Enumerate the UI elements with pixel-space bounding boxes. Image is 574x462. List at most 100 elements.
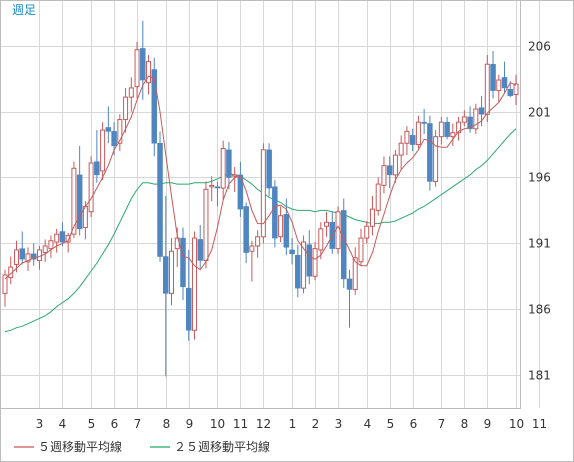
x-tick-label: 11 xyxy=(532,417,547,431)
candle-body xyxy=(346,278,353,290)
candle-down xyxy=(185,249,192,341)
candle-body xyxy=(341,210,347,280)
candle-body xyxy=(260,149,266,238)
legend-ma25-label: ２５週移動平均線 xyxy=(174,439,270,454)
candle-down xyxy=(226,141,232,190)
candle-body xyxy=(289,249,295,255)
candle-up xyxy=(312,242,318,281)
candle-up xyxy=(48,235,54,258)
candle-down xyxy=(501,61,508,94)
candle-down xyxy=(19,231,25,265)
candle-down xyxy=(386,156,393,189)
candle-body xyxy=(409,135,416,145)
candle-body xyxy=(369,208,375,227)
candle-body xyxy=(214,186,221,189)
candle-down xyxy=(157,131,163,262)
candle-up xyxy=(324,211,330,237)
x-tick-label: 12 xyxy=(256,417,271,431)
candle-body xyxy=(88,162,94,213)
candle-up xyxy=(438,116,444,145)
period-label: 週足 xyxy=(12,3,36,17)
candle-body xyxy=(19,248,25,260)
ma5-line xyxy=(4,75,517,280)
candle-down xyxy=(243,202,249,264)
candle-body xyxy=(25,253,31,263)
candle-up xyxy=(117,114,123,152)
candle-up xyxy=(513,74,519,106)
candle-up xyxy=(358,228,364,266)
candle-body xyxy=(123,96,129,121)
candle-body xyxy=(185,287,192,331)
candle-up xyxy=(461,110,467,127)
candle-up xyxy=(169,238,175,306)
y-tick-label: 186 xyxy=(528,303,551,317)
candle-body xyxy=(71,167,77,235)
legend: ５週移動平均線 ２５週移動平均線 xyxy=(14,439,270,454)
candle-body xyxy=(65,234,71,243)
x-tick-label: 8 xyxy=(163,417,171,431)
candle-up xyxy=(404,126,410,156)
ma25-series xyxy=(4,128,517,333)
candle-body xyxy=(272,186,278,239)
candle-body xyxy=(151,69,158,144)
candle-body xyxy=(180,237,186,288)
candle-down xyxy=(30,243,37,266)
candle-body xyxy=(484,63,490,115)
candle-body xyxy=(36,249,42,261)
candle-body xyxy=(352,257,358,290)
candle-body xyxy=(433,136,439,182)
y-tick-label: 196 xyxy=(528,171,551,185)
candle-body xyxy=(76,174,83,230)
x-tick-label: 4 xyxy=(59,417,67,431)
candle-body xyxy=(324,221,330,227)
candle-down xyxy=(289,238,295,265)
candle-down xyxy=(444,116,450,140)
candle-body xyxy=(157,143,163,257)
candle-up xyxy=(352,247,358,295)
x-tick-label: 5 xyxy=(88,417,96,431)
candle-body xyxy=(59,231,66,243)
candle-body xyxy=(513,83,519,96)
candle-body xyxy=(209,184,215,188)
candle-body xyxy=(358,237,364,263)
candle-body xyxy=(105,127,112,132)
candle-body xyxy=(243,206,249,253)
candle-body xyxy=(283,214,290,248)
candle-up xyxy=(146,55,152,95)
candle-body xyxy=(473,108,479,130)
candle-up xyxy=(220,140,226,200)
candle-body xyxy=(478,107,485,115)
candle-up xyxy=(203,181,209,269)
candle-down xyxy=(237,161,244,218)
x-tick-label: 2 xyxy=(312,417,320,431)
candle-body xyxy=(427,123,433,182)
candle-body xyxy=(197,239,203,261)
candle-down xyxy=(105,106,112,144)
candle-down xyxy=(283,198,290,256)
candle-body xyxy=(456,121,462,134)
candle-body xyxy=(496,79,502,92)
candle-down xyxy=(163,195,169,377)
candle-up xyxy=(456,116,462,141)
candle-body xyxy=(30,253,37,260)
candle-down xyxy=(180,227,186,300)
candle-body xyxy=(450,132,456,138)
candle-down xyxy=(272,180,278,248)
candle-up xyxy=(484,55,490,123)
candle-up xyxy=(191,231,197,340)
candle-body xyxy=(386,165,393,176)
candle-up xyxy=(369,195,375,236)
candle-body xyxy=(266,149,272,189)
candle-body xyxy=(140,48,146,81)
candle-body xyxy=(117,119,123,144)
candle-up xyxy=(433,130,439,187)
candle-down xyxy=(409,128,416,152)
candle-body xyxy=(392,154,398,176)
candle-body xyxy=(146,61,152,84)
candle-down xyxy=(467,106,473,133)
x-tick-label: 1 xyxy=(289,417,297,431)
candle-down xyxy=(341,198,347,289)
candle-up xyxy=(65,232,71,253)
candle-down xyxy=(214,181,221,207)
